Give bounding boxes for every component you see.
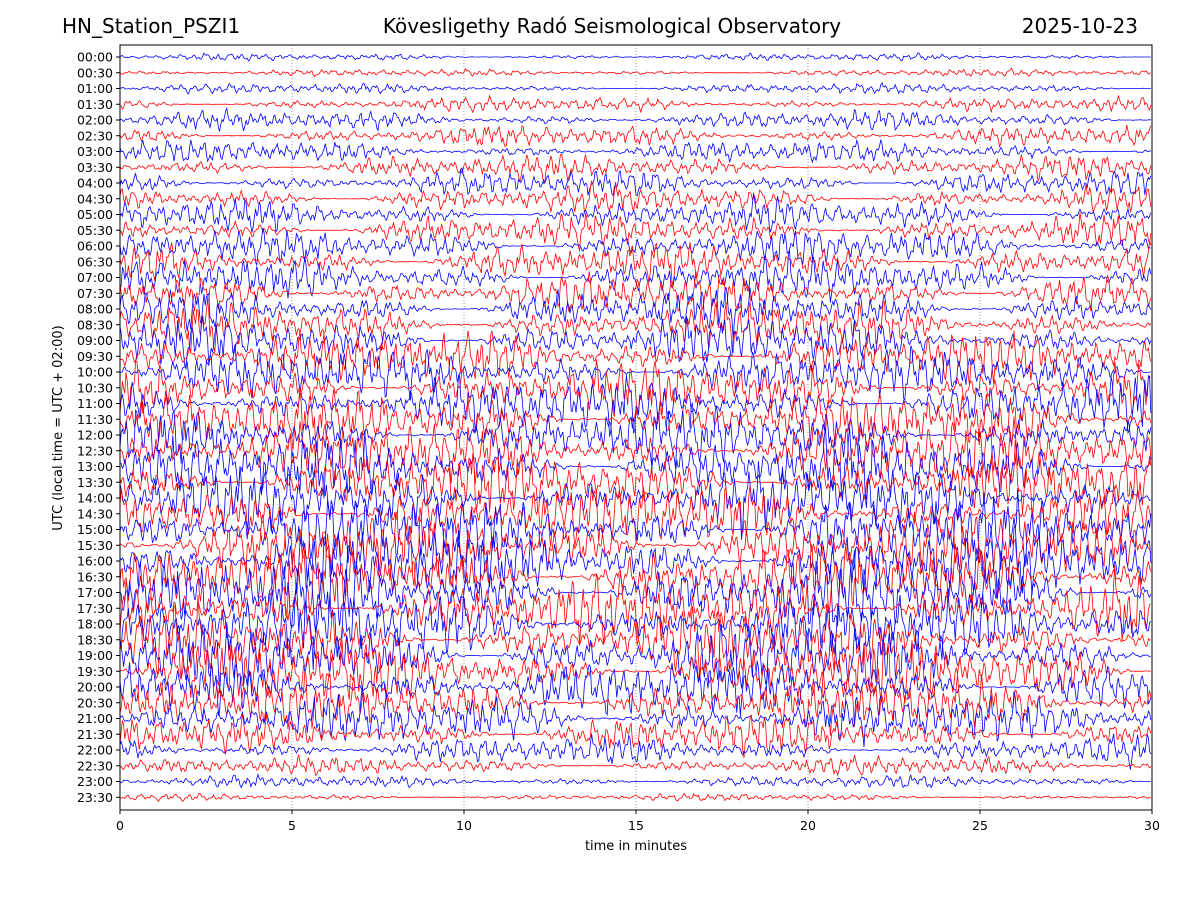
y-tick-label: 05:30 <box>77 223 113 238</box>
y-tick-label: 22:30 <box>77 758 113 773</box>
observatory-title: Kövesligethy Radó Seismological Observat… <box>382 14 842 38</box>
x-axis-ticks: 0 5 10 15 20 25 30 <box>116 810 1160 833</box>
y-tick-label: 05:00 <box>77 207 113 222</box>
y-tick-label: 23:00 <box>77 774 113 789</box>
trace-0500 <box>120 192 1152 233</box>
y-tick-label: 04:30 <box>77 191 113 206</box>
x-tick-label: 10 <box>456 818 472 833</box>
trace-0100 <box>120 81 1151 95</box>
y-tick-label: 04:00 <box>77 176 113 191</box>
y-tick-label: 21:00 <box>77 711 113 726</box>
y-tick-label: 10:00 <box>77 365 113 380</box>
x-tick-label: 25 <box>972 818 988 833</box>
y-tick-label: 09:00 <box>77 333 113 348</box>
trace-0330 <box>120 153 1152 185</box>
y-tick-label: 00:00 <box>77 50 113 65</box>
trace-1330 <box>120 440 1152 518</box>
trace-0300 <box>120 138 1152 164</box>
y-tick-label: 15:00 <box>77 522 113 537</box>
trace-0130 <box>120 94 1152 114</box>
y-tick-label: 06:30 <box>77 254 113 269</box>
y-tick-label: 13:00 <box>77 459 113 474</box>
y-tick-label: 15:30 <box>77 538 113 553</box>
y-tick-label: 20:30 <box>77 695 113 710</box>
x-axis-label: time in minutes <box>585 839 687 854</box>
station-title: HN_Station_PSZI1 <box>62 14 241 38</box>
y-tick-label: 02:30 <box>77 128 113 143</box>
trace-2300 <box>120 773 1151 789</box>
y-tick-label: 23:30 <box>77 790 113 805</box>
y-tick-label: 02:00 <box>77 113 113 128</box>
trace-0630 <box>120 241 1152 285</box>
y-tick-label: 17:00 <box>77 585 113 600</box>
y-tick-label: 01:30 <box>77 97 113 112</box>
trace-0030 <box>120 67 1151 78</box>
y-tick-label: 08:30 <box>77 317 113 332</box>
y-tick-label: 16:30 <box>77 569 113 584</box>
y-tick-label: 09:30 <box>77 349 113 364</box>
y-tick-label: 03:00 <box>77 144 113 159</box>
trace-0230 <box>120 124 1152 149</box>
date-title: 2025-10-23 <box>1021 14 1138 38</box>
trace-1630 <box>120 533 1152 619</box>
y-tick-label: 13:30 <box>77 475 113 490</box>
y-tick-label: 16:00 <box>77 554 113 569</box>
x-tick-label: 30 <box>1144 818 1160 833</box>
y-tick-label: 14:30 <box>77 506 113 521</box>
y-tick-label: 18:00 <box>77 617 113 632</box>
seismic-traces <box>120 52 1152 803</box>
x-tick-label: 0 <box>116 818 124 833</box>
y-tick-label: 14:00 <box>77 491 113 506</box>
trace-0000 <box>120 52 1151 62</box>
y-tick-label: 06:00 <box>77 239 113 254</box>
y-tick-label: 10:30 <box>77 380 113 395</box>
trace-0800 <box>120 286 1152 339</box>
trace-0700 <box>120 250 1152 303</box>
trace-0430 <box>120 179 1152 214</box>
y-tick-label: 03:30 <box>77 160 113 175</box>
x-tick-label: 15 <box>628 818 644 833</box>
trace-1600 <box>120 524 1152 600</box>
y-tick-label: 20:00 <box>77 680 113 695</box>
y-tick-label: 21:30 <box>77 727 113 742</box>
y-tick-label: 11:00 <box>77 396 113 411</box>
y-tick-label: 08:00 <box>77 302 113 317</box>
trace-0600 <box>120 227 1151 267</box>
y-axis-ticks: 00:0000:3001:0001:3002:0002:3003:0003:30… <box>77 50 120 805</box>
trace-0730 <box>120 271 1152 312</box>
y-tick-label: 12:00 <box>77 428 113 443</box>
y-tick-label: 07:00 <box>77 270 113 285</box>
y-tick-label: 19:30 <box>77 664 113 679</box>
trace-1100 <box>120 374 1152 437</box>
y-tick-label: 01:00 <box>77 81 113 96</box>
y-tick-label: 17:30 <box>77 601 113 616</box>
x-tick-label: 5 <box>288 818 296 833</box>
trace-2000 <box>120 660 1152 717</box>
x-tick-label: 20 <box>800 818 816 833</box>
trace-2230 <box>120 753 1152 777</box>
trace-1200 <box>120 402 1152 469</box>
y-tick-label: 12:30 <box>77 443 113 458</box>
trace-0530 <box>120 212 1152 252</box>
y-tick-label: 11:30 <box>77 412 113 427</box>
y-axis-label: UTC (local time = UTC + 02:00) <box>51 325 66 530</box>
y-tick-label: 00:30 <box>77 65 113 80</box>
y-tick-label: 18:30 <box>77 632 113 647</box>
trace-1830 <box>120 594 1151 680</box>
y-tick-label: 07:30 <box>77 286 113 301</box>
trace-1930 <box>120 639 1151 704</box>
trace-1030 <box>120 359 1151 417</box>
y-tick-label: 19:00 <box>77 648 113 663</box>
y-tick-label: 22:00 <box>77 743 113 758</box>
trace-1300 <box>120 427 1152 508</box>
